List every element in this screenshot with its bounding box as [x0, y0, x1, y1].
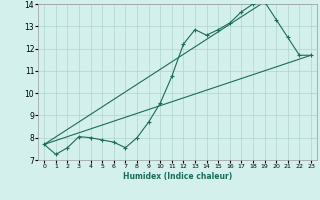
X-axis label: Humidex (Indice chaleur): Humidex (Indice chaleur) [123, 172, 232, 181]
